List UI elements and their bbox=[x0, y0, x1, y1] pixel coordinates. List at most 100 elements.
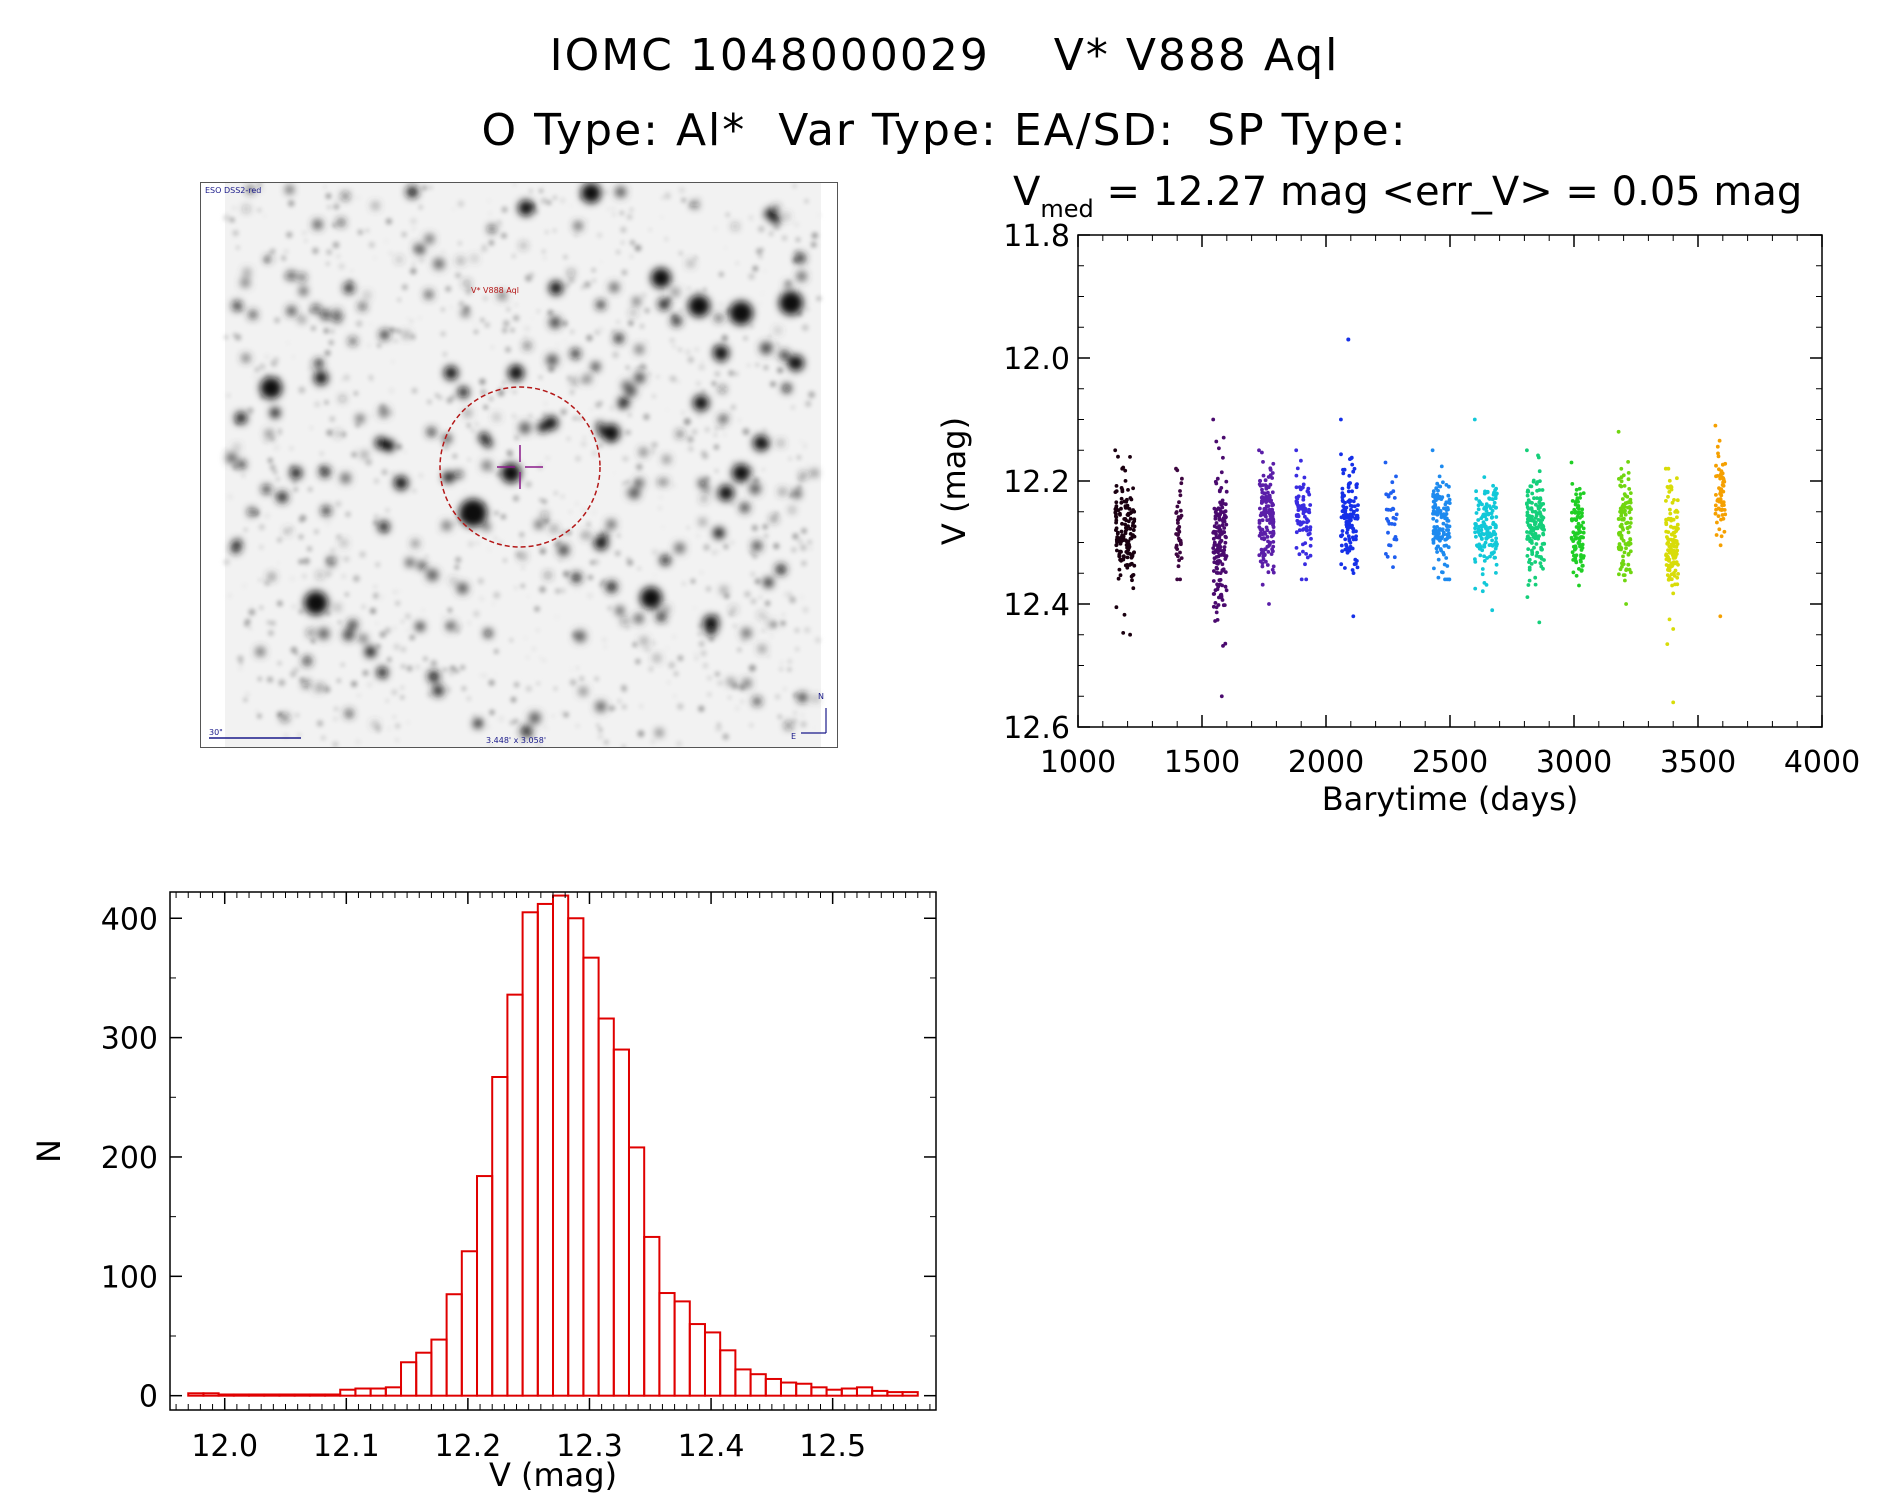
background-noise-speck bbox=[763, 365, 769, 370]
background-noise-speck bbox=[803, 445, 807, 449]
lightcurve-point bbox=[1492, 555, 1497, 560]
lightcurve-point bbox=[1494, 515, 1499, 519]
background-noise-speck bbox=[466, 423, 471, 428]
lightcurve-point bbox=[1487, 497, 1492, 501]
lightcurve-point bbox=[1214, 507, 1219, 512]
star-blob bbox=[616, 606, 624, 615]
lightcurve-point bbox=[1494, 486, 1498, 491]
lightcurve-point bbox=[1626, 562, 1631, 567]
star-blob bbox=[335, 605, 340, 610]
star-blob bbox=[265, 430, 273, 438]
lightcurve-point bbox=[1354, 534, 1358, 539]
lightcurve-point bbox=[1224, 479, 1229, 484]
background-noise-speck bbox=[582, 509, 586, 512]
star-blob bbox=[343, 282, 355, 294]
lightcurve-point bbox=[1176, 554, 1180, 559]
star-blob bbox=[591, 362, 600, 371]
lightcurve-point bbox=[1478, 553, 1483, 558]
background-noise-speck bbox=[467, 540, 475, 548]
background-noise-speck bbox=[409, 634, 415, 641]
background-noise-speck bbox=[724, 246, 728, 250]
lightcurve-point bbox=[1575, 505, 1580, 510]
lightcurve-point bbox=[1211, 546, 1216, 550]
histogram-y-tick-label: 100 bbox=[101, 1260, 158, 1295]
lightcurve-point bbox=[1576, 541, 1581, 545]
star-blob bbox=[482, 460, 492, 471]
lightcurve-point bbox=[1128, 496, 1133, 500]
background-noise-speck bbox=[263, 579, 271, 587]
background-noise-speck bbox=[758, 301, 763, 306]
lightcurve-point bbox=[1265, 518, 1270, 523]
background-noise-speck bbox=[789, 493, 793, 498]
lightcurve-point bbox=[1270, 490, 1275, 495]
lightcurve-point bbox=[1672, 553, 1677, 558]
background-noise-speck bbox=[560, 588, 566, 594]
star-blob bbox=[621, 380, 632, 391]
background-noise-speck bbox=[490, 469, 495, 473]
lightcurve-point bbox=[1491, 483, 1495, 488]
lightcurve-point bbox=[1347, 521, 1351, 526]
background-noise-speck bbox=[562, 570, 570, 578]
background-noise-speck bbox=[640, 324, 644, 329]
background-noise-speck bbox=[693, 256, 698, 260]
background-noise-speck bbox=[628, 413, 632, 417]
background-noise-speck bbox=[529, 189, 533, 193]
star-blob bbox=[656, 729, 663, 736]
background-noise-speck bbox=[717, 301, 724, 308]
lightcurve-point bbox=[1216, 561, 1220, 566]
star-blob bbox=[596, 421, 604, 429]
lightcurve-point bbox=[1123, 468, 1128, 473]
lightcurve-point bbox=[1620, 508, 1624, 513]
lightcurve-point bbox=[1668, 507, 1672, 512]
background-noise-speck bbox=[510, 696, 517, 703]
background-noise-speck bbox=[563, 255, 568, 259]
lightcurve-point bbox=[1627, 525, 1632, 529]
background-noise-speck bbox=[553, 229, 557, 233]
histogram-bar bbox=[855, 1386, 874, 1397]
lightcurve-point bbox=[1176, 521, 1180, 525]
lightcurve-point bbox=[1341, 467, 1345, 472]
background-noise-speck bbox=[586, 218, 590, 222]
histogram-bar bbox=[521, 911, 539, 1397]
lightcurve-point bbox=[1574, 531, 1579, 536]
lightcurve-point bbox=[1526, 498, 1531, 503]
background-noise-speck bbox=[681, 198, 686, 203]
lightcurve-point bbox=[1446, 519, 1451, 523]
star-blob bbox=[464, 409, 471, 417]
lightcurve-point bbox=[1577, 583, 1581, 588]
lightcurve-point bbox=[1355, 515, 1360, 520]
background-noise-speck bbox=[781, 613, 786, 617]
star-blob bbox=[406, 186, 419, 198]
lightcurve-point bbox=[1715, 444, 1720, 449]
lightcurve-point bbox=[1126, 488, 1130, 492]
background-noise-speck bbox=[702, 389, 705, 393]
background-noise-speck bbox=[555, 342, 561, 348]
lightcurve-point bbox=[1346, 489, 1351, 494]
background-noise-speck bbox=[339, 556, 343, 559]
lightcurve-v-symbol: V bbox=[1013, 169, 1041, 215]
lightcurve-point bbox=[1211, 592, 1216, 596]
star-blob bbox=[230, 543, 241, 554]
histogram-bar bbox=[400, 1361, 418, 1397]
lightcurve-point bbox=[1617, 477, 1621, 481]
lightcurve-point bbox=[1390, 480, 1395, 485]
lightcurve-point bbox=[1114, 512, 1118, 516]
lightcurve-point bbox=[1431, 505, 1436, 510]
background-noise-speck bbox=[227, 394, 230, 397]
star-blob bbox=[365, 646, 376, 658]
lightcurve-point bbox=[1670, 561, 1674, 566]
background-noise-speck bbox=[503, 558, 507, 563]
background-noise-speck bbox=[341, 663, 345, 667]
lightcurve-point bbox=[1294, 448, 1299, 453]
background-noise-speck bbox=[705, 586, 712, 592]
lightcurve-point bbox=[1271, 533, 1275, 538]
background-noise-speck bbox=[591, 509, 597, 516]
lightcurve-point bbox=[1383, 460, 1388, 465]
star-blob bbox=[302, 656, 312, 666]
background-noise-speck bbox=[749, 723, 754, 728]
background-noise-speck bbox=[499, 541, 502, 544]
star-blob bbox=[693, 395, 709, 411]
lightcurve-point bbox=[1441, 521, 1446, 526]
background-noise-speck bbox=[423, 656, 428, 661]
star-blob bbox=[328, 562, 333, 567]
